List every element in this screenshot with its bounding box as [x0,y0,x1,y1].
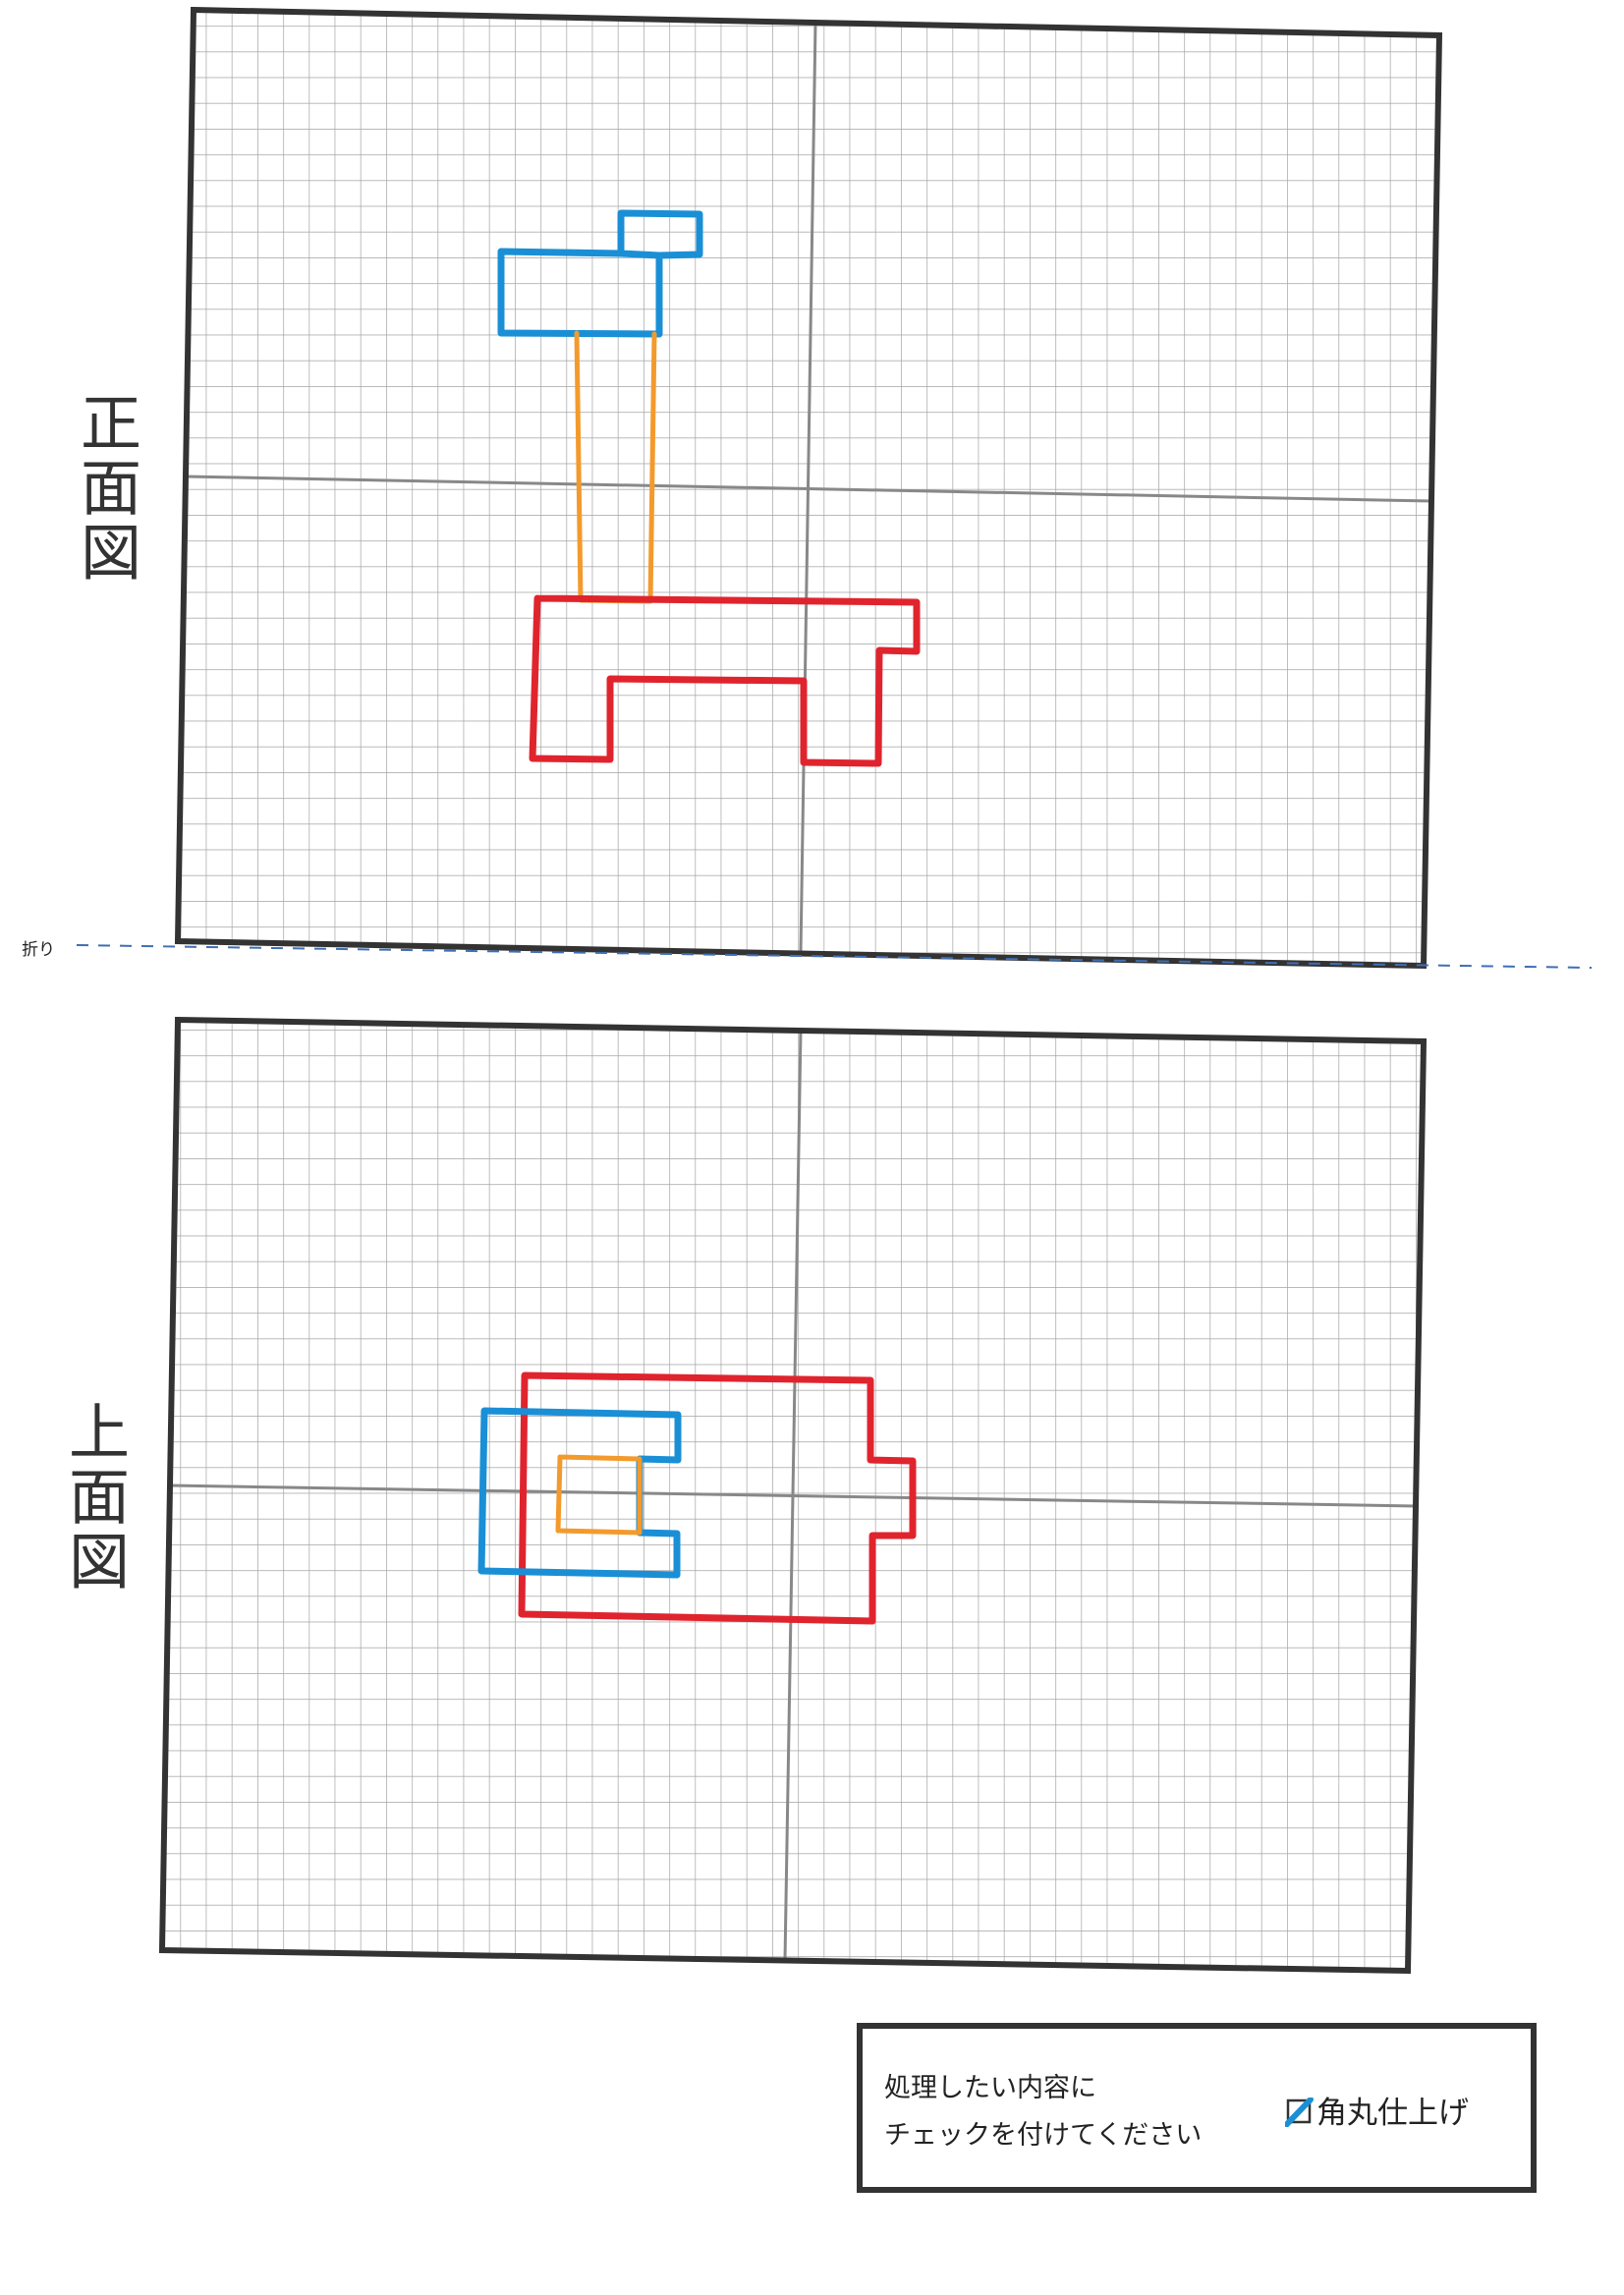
top-orange-outline [555,1454,643,1536]
options-box: 処理したい内容に チェックを付けてください 角丸仕上げ [857,2023,1537,2193]
instruction-line-2: チェックを付けてください [884,2120,1203,2151]
rounded-corners-label: 角丸仕上げ [1316,2096,1469,2131]
front-view-drawing [497,209,921,767]
top-view-vertical-center-line [783,1030,803,1961]
front-red-base [529,594,921,767]
front-blue-outline [497,209,703,338]
instruction-line-1: 処理したい内容に [884,2073,1096,2103]
front-view-vertical-center-line [799,22,817,954]
top-view-drawing [477,1371,917,1625]
check-mark-icon [1283,2096,1314,2128]
fold-label: 折り [22,935,55,960]
front-view-label: 正面図 [70,391,141,586]
top-view-grid [158,1016,1428,1975]
rounded-corners-checkbox[interactable] [1283,2096,1314,2128]
top-view-border [158,1016,1428,1975]
top-red-outline [518,1371,917,1625]
front-view-grid [174,6,1443,970]
fold-dashed-line [76,944,1593,969]
option-rounded-corners[interactable]: 角丸仕上げ [1283,2088,1469,2132]
top-view-label: 上面図 [58,1400,130,1595]
